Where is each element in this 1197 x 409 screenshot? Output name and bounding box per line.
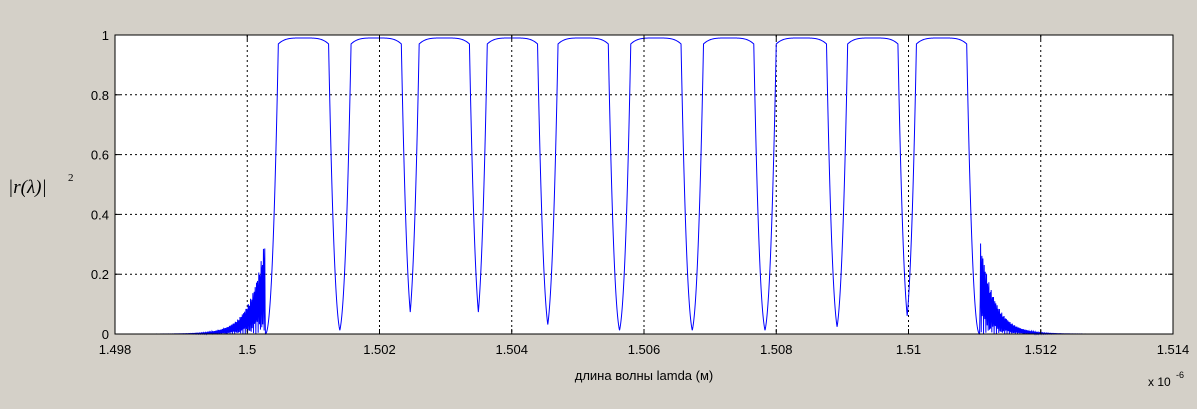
x-multiplier-label: x 10	[1148, 375, 1171, 389]
x-tick-label: 1.508	[760, 342, 793, 357]
x-tick-label: 1.5	[238, 342, 256, 357]
x-tick-label: 1.506	[628, 342, 661, 357]
x-tick-label: 1.498	[99, 342, 132, 357]
y-axis-exponent: 2	[68, 172, 74, 184]
y-tick-label: 0	[102, 327, 109, 342]
grid	[115, 35, 1173, 334]
series-line	[115, 37, 1107, 336]
x-tick-label: 1.512	[1024, 342, 1057, 357]
y-tick-label: 1	[102, 28, 109, 43]
x-axis: 1.498 1.5 1.502 1.504 1.506 1.508 1.51 1.512 1.5…	[99, 35, 1190, 357]
x-tick-label: 1.504	[495, 342, 528, 357]
y-axis: 0 0.2 0.4 0.6 0.8 1	[91, 28, 1173, 342]
x-tick-label: 1.502	[363, 342, 396, 357]
y-tick-label: 0.6	[91, 148, 109, 163]
y-axis-label: |r(λ)|	[8, 177, 47, 198]
x-axis-label: длина волны lamda (м)	[575, 368, 714, 383]
y-tick-label: 0.4	[91, 207, 109, 222]
y-tick-label: 0.8	[91, 88, 109, 103]
series-group	[115, 37, 1107, 336]
x-tick-label: 1.51	[896, 342, 921, 357]
y-tick-label: 0.2	[91, 267, 109, 282]
x-multiplier-exponent: -6	[1176, 370, 1184, 380]
x-tick-label: 1.514	[1157, 342, 1190, 357]
plot-area	[114, 34, 1174, 335]
